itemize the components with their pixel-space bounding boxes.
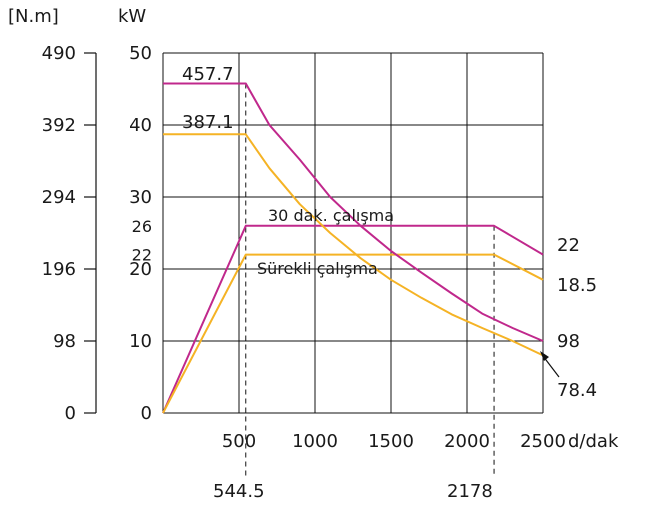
power-unit-label: kW	[118, 6, 146, 27]
x-tick-500: 500	[222, 431, 256, 452]
series-line-p30	[162, 224, 544, 414]
x-tick-2000: 2000	[444, 431, 490, 452]
marked-speed-lines	[245, 83, 495, 477]
series-lines	[162, 82, 544, 414]
torque-unit-label: [N.m]	[8, 6, 59, 27]
x-tick-labels: 500 1000 1500 2000 2500	[222, 431, 566, 452]
torque-label-457-7: 457.7	[182, 64, 234, 85]
label-continuous-operation: Sürekli çalışma	[257, 259, 378, 278]
grid-lines	[162, 52, 544, 414]
end-label-22: 22	[557, 235, 580, 256]
series-line-tcont	[163, 133, 544, 357]
series-line-t30	[163, 82, 544, 342]
power-tick-20: 20	[129, 259, 152, 280]
power-tick-26: 26	[132, 217, 152, 236]
marked-speed-label-2178: 2178	[447, 481, 493, 502]
x-unit-label: d/dak	[568, 431, 619, 452]
torque-tick-294: 294	[42, 187, 76, 208]
series-line-pcont	[162, 253, 544, 414]
end-label-18-5: 18.5	[557, 275, 597, 296]
x-tick-2500: 2500	[520, 431, 566, 452]
end-label-78-4: 78.4	[557, 380, 597, 401]
power-tick-40: 40	[129, 115, 152, 136]
torque-tick-0: 0	[65, 403, 76, 424]
x-tick-1000: 1000	[292, 431, 338, 452]
power-tick-labels: 0 10 20 30 40 50 22 26	[129, 43, 152, 424]
marked-speed-label-544-5: 544.5	[213, 481, 265, 502]
power-tick-0: 0	[141, 403, 152, 424]
torque-tick-490: 490	[42, 43, 76, 64]
power-tick-30: 30	[129, 187, 152, 208]
power-tick-22: 22	[132, 246, 152, 265]
power-tick-10: 10	[129, 331, 152, 352]
torque-tick-392: 392	[42, 115, 76, 136]
torque-label-387-1: 387.1	[182, 112, 234, 133]
torque-tick-196: 196	[42, 259, 76, 280]
x-tick-1500: 1500	[368, 431, 414, 452]
pointer-arrow-head	[540, 351, 549, 361]
power-tick-50: 50	[129, 43, 152, 64]
torque-tick-labels: 0 98 196 294 392 490	[42, 43, 96, 424]
torque-tick-98: 98	[53, 331, 76, 352]
end-label-98: 98	[557, 331, 580, 352]
label-30-min-operation: 30 dak. çalışma	[268, 206, 394, 225]
